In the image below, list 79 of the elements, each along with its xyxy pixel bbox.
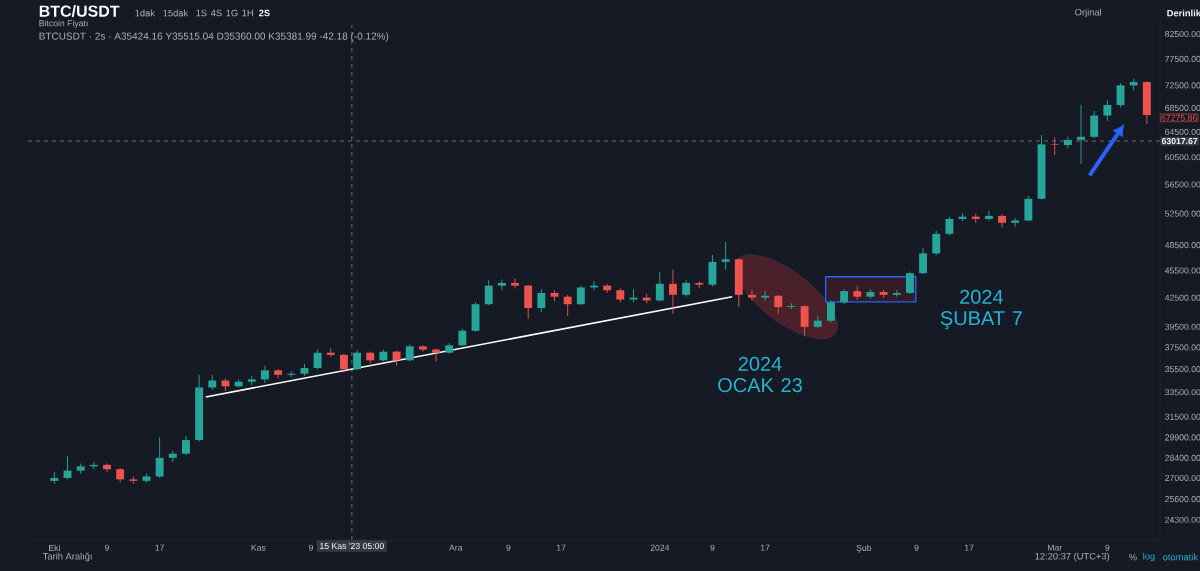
candlestick: [418, 344, 427, 353]
text: %: [1129, 553, 1137, 561]
y-tick-label: 37500.00: [1165, 344, 1200, 351]
candlestick: [892, 289, 901, 298]
text: 1G: [226, 9, 238, 17]
text: log: [1143, 552, 1155, 562]
x-tick-label: 17: [760, 544, 770, 551]
text: 12:20:37 (UTC+3): [1035, 552, 1110, 562]
y-tick-label: 52500.00: [1165, 210, 1200, 217]
x-tick-label: 17: [155, 544, 165, 551]
x-tick-label: Şub: [856, 544, 872, 553]
text: 2S: [259, 9, 270, 17]
text: 15dak: [163, 9, 189, 17]
annotation: 2024 ŞUBAT 7: [940, 289, 1022, 330]
y-tick-label: 64500.00: [1165, 128, 1200, 135]
x-tick-label: Mar: [1047, 544, 1063, 551]
candlestick: [1024, 195, 1033, 222]
y-tick-label: 72500.00: [1165, 82, 1200, 89]
candlestick: [1103, 99, 1112, 122]
y-tick-label: 35500.00: [1165, 366, 1200, 373]
x-tick-label: Kas: [251, 544, 266, 551]
candlestick: [300, 363, 309, 377]
candlestick: [721, 241, 730, 271]
y-tick-label: 48500.00: [1164, 242, 1200, 249]
y-tick-label: 28400.00: [1165, 454, 1200, 461]
y-tick-label: 29900.00: [1165, 434, 1200, 441]
candlestick: [879, 289, 888, 299]
candlestick: [445, 342, 454, 355]
chart-title: BTC/USDT: [39, 5, 120, 17]
candlestick: [866, 288, 875, 300]
candlestick: [695, 280, 704, 289]
text: 4S: [210, 9, 222, 17]
ref-line-label: 63017.67: [1161, 138, 1198, 145]
candlestick: [576, 285, 585, 306]
candlestick: [76, 463, 85, 475]
y-tick-label: 82500.00: [1165, 30, 1200, 38]
y-tick-label: 24300.00: [1165, 516, 1200, 523]
y-tick-label: 39500.00: [1165, 323, 1200, 330]
text: Derinlik: [1167, 9, 1200, 17]
text: 1dak: [135, 9, 155, 17]
x-tick-label: Eki: [49, 544, 60, 551]
y-tick-label: 45500.00: [1164, 267, 1200, 274]
candlestick: [50, 471, 59, 485]
candlestick: [734, 257, 743, 308]
x-tick-label: 2024: [650, 544, 670, 551]
candlestick: [1050, 136, 1059, 156]
candlestick: [800, 304, 809, 337]
x-tick-label: Ara: [449, 544, 463, 551]
text: Tarih Aralığı: [42, 552, 92, 562]
text: 1S: [196, 9, 207, 17]
y-tick-label: 31500.00: [1165, 413, 1200, 420]
y-tick-label: 33500.00: [1165, 389, 1200, 396]
x-tick-label: 17: [556, 544, 566, 551]
y-tick-label: 68500.00: [1165, 104, 1200, 111]
x-tick-label: 9: [710, 544, 715, 551]
text: 67275.86: [1161, 114, 1197, 121]
text: Orjinal: [1075, 8, 1102, 18]
x-tick-label: 9: [309, 544, 314, 551]
ref-line-label: 15 Kas '23 05:00: [320, 542, 384, 549]
x-tick-label: 17: [964, 544, 974, 551]
annotation: 2024 OCAK 23: [718, 356, 802, 393]
candlestick: [853, 285, 862, 300]
candlestick: [129, 475, 138, 485]
x-tick-label: 9: [506, 544, 511, 551]
x-tick-label: 9: [1105, 544, 1110, 551]
chart-subtitle: Bitcoin Fiyatı: [39, 19, 88, 29]
y-tick-label: 77500.00: [1165, 55, 1200, 62]
x-tick-label: 9: [104, 544, 109, 551]
y-tick-label: 25600.00: [1165, 496, 1200, 503]
text: 1H: [242, 9, 253, 17]
annotation: BTCUSDT · 2s · A35424.16 Y35515.04 D35360.00 K35381.99 -42.18 (-0.12%): [39, 32, 389, 42]
text: otomatik: [1163, 553, 1198, 561]
y-tick-label: 60500.00: [1165, 154, 1200, 161]
y-tick-label: 27000.00: [1165, 474, 1200, 481]
y-tick-label: 42500.00: [1164, 294, 1200, 301]
candlestick: [945, 216, 954, 236]
x-tick-label: 9: [914, 544, 919, 551]
y-tick-label: 56500.00: [1165, 181, 1200, 188]
candlestick: [247, 375, 256, 386]
